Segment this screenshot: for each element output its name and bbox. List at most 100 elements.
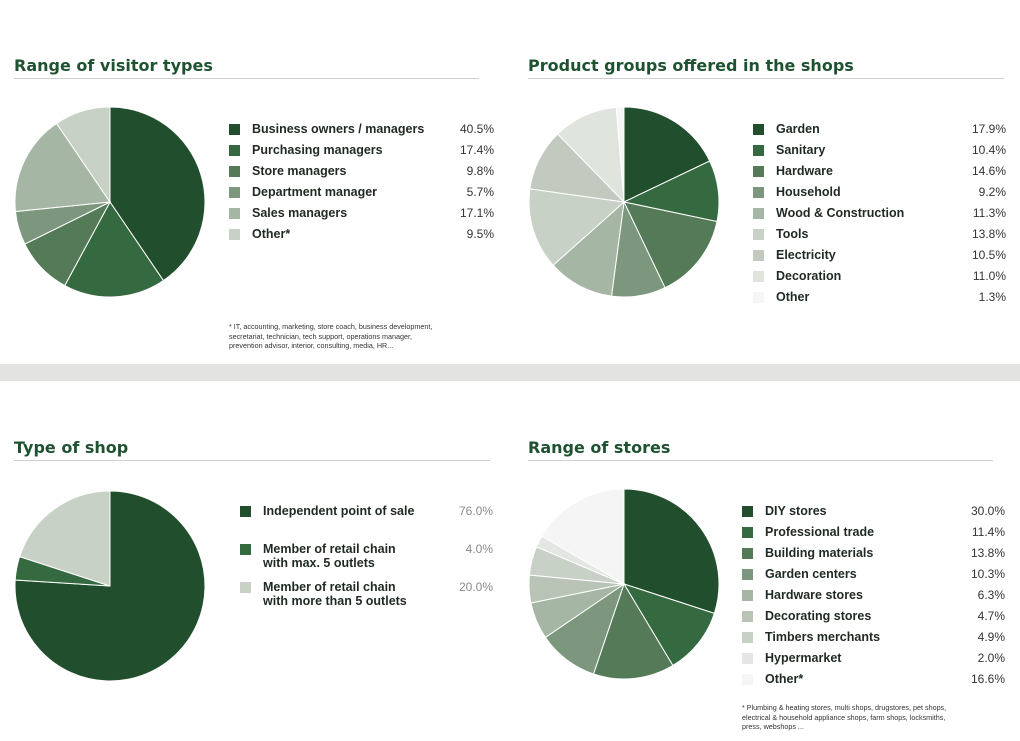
legend-label: Business owners / managers: [252, 122, 425, 136]
legend-label: Store managers: [252, 164, 347, 178]
legend-swatch: [753, 271, 764, 282]
legend-swatch: [742, 590, 753, 601]
legend-swatch: [742, 527, 753, 538]
legend-item-household: Household 9.2%: [753, 185, 1006, 206]
legend-swatch: [742, 548, 753, 559]
shop-type-panel: Type of shop Independent point of sale 76…: [14, 438, 494, 738]
legend-label: Garden: [776, 122, 820, 136]
legend-label: Hardware stores: [765, 588, 863, 602]
shop-type-pie: [14, 490, 206, 682]
legend-label-line: with max. 5 outlets: [263, 556, 375, 570]
store-range-footnote: * Plumbing & heating stores, multi shops…: [742, 703, 1002, 732]
legend-label: Purchasing managers: [252, 143, 383, 157]
chart-title: Range of visitor types: [14, 56, 213, 75]
legend-value: 10.4%: [971, 143, 1006, 157]
product-groups-legend: Garden 17.9% Sanitary 10.4% Hardware 14.6% Hou…: [753, 122, 1006, 311]
legend-label: Other: [776, 290, 810, 304]
legend-swatch: [742, 674, 753, 685]
legend-item-garden-centers: Garden centers 10.3%: [742, 567, 1005, 588]
pie-slice-diy-stores: [623, 488, 720, 614]
legend-value: 17.4%: [459, 143, 494, 157]
footnote-line: press, webshops ...: [742, 722, 804, 731]
footnote-line: * IT, accounting, marketing, store coach…: [229, 322, 433, 331]
legend-swatch: [229, 124, 240, 135]
pie-slice-sales-managers: [14, 122, 111, 213]
visitor-types-pie: [14, 106, 206, 298]
legend-swatch: [742, 506, 753, 517]
title-rule: [528, 78, 1004, 79]
legend-swatch: [753, 208, 764, 219]
legend-label: Decorating stores: [765, 609, 872, 623]
legend-item-business-owners-managers: Business owners / managers 40.5%: [229, 122, 494, 143]
legend-value: 10.3%: [970, 567, 1005, 581]
legend-swatch: [229, 166, 240, 177]
legend-value: 4.9%: [977, 630, 1005, 644]
legend-value: 10.5%: [971, 248, 1006, 262]
section-divider-band: [0, 364, 1020, 381]
legend-value: 17.1%: [459, 206, 494, 220]
legend-label: Other*: [252, 227, 291, 241]
legend-value: 5.7%: [466, 185, 494, 199]
visitor-types-footnote: * IT, accounting, marketing, store coach…: [229, 322, 489, 351]
legend-item-professional-trade: Professional trade 11.4%: [742, 525, 1005, 546]
legend-value: 6.3%: [977, 588, 1005, 602]
legend-label: Professional trade: [765, 525, 875, 539]
legend-swatch: [229, 208, 240, 219]
title-rule: [14, 78, 479, 79]
legend-value: 30.0%: [970, 504, 1005, 518]
pie-slice-professional-trade: [622, 583, 715, 667]
legend-label: DIY stores: [765, 504, 827, 518]
legend-item-member-of-retail-chain-with-more-than-5-outlets: Member of retail chain with more than 5 o…: [240, 580, 493, 618]
legend-item-hardware: Hardware 14.6%: [753, 164, 1006, 185]
legend-label: Other*: [765, 672, 804, 686]
legend-value: 4.7%: [977, 609, 1005, 623]
legend-item-sales-managers: Sales managers 17.1%: [229, 206, 494, 227]
legend-item-sanitary: Sanitary 10.4%: [753, 143, 1006, 164]
legend-swatch: [742, 611, 753, 622]
pie-slice-wood-construction: [552, 200, 625, 297]
legend-item-diy-stores: DIY stores 30.0%: [742, 504, 1005, 525]
store-range-pie: [528, 488, 720, 680]
legend-label: Decoration: [776, 269, 842, 283]
legend-swatch: [240, 582, 251, 593]
legend-label: Electricity: [776, 248, 836, 262]
product-groups-pie: [528, 106, 720, 298]
legend-item-hypermarket: Hypermarket 2.0%: [742, 651, 1005, 672]
store-range-panel: Range of stores DIY stores 30.0% Professio…: [528, 438, 1008, 738]
legend-swatch: [229, 145, 240, 156]
legend-label: Wood & Construction: [776, 206, 905, 220]
legend-item-other: Other* 16.6%: [742, 672, 1005, 693]
legend-label-line: with more than 5 outlets: [263, 594, 407, 608]
legend-value: 9.8%: [466, 164, 494, 178]
legend-label: Timbers merchants: [765, 630, 881, 644]
legend-label: Tools: [776, 227, 809, 241]
legend-value: 1.3%: [978, 290, 1006, 304]
legend-item-store-managers: Store managers 9.8%: [229, 164, 494, 185]
legend-value: 2.0%: [977, 651, 1005, 665]
legend-label: Independent point of sale: [263, 504, 414, 518]
legend-value: 11.4%: [971, 525, 1005, 539]
legend-swatch: [753, 166, 764, 177]
legend-swatch: [742, 653, 753, 664]
title-rule: [14, 460, 490, 461]
legend-swatch: [229, 229, 240, 240]
legend-label: Hardware: [776, 164, 833, 178]
chart-title: Product groups offered in the shops: [528, 56, 854, 75]
shop-type-legend: Independent point of sale 76.0% Member of …: [240, 504, 493, 618]
legend-item-tools: Tools 13.8%: [753, 227, 1006, 248]
pie-slice-decoration: [556, 106, 625, 204]
title-rule: [528, 460, 993, 461]
footnote-line: secretariat, technician, tech support, o…: [229, 331, 412, 341]
legend-label: Sales managers: [252, 206, 348, 220]
pie-slice-garden: [623, 106, 711, 203]
footnote-line: * Plumbing & heating stores, multi shops…: [742, 703, 947, 712]
pie-slice-business-owners-managers: [109, 106, 206, 282]
legend-label: Garden centers: [765, 567, 857, 581]
product-groups-panel: Product groups offered in the shops Gard…: [528, 56, 1008, 356]
legend-swatch: [753, 187, 764, 198]
visitor-types-legend: Business owners / managers 40.5% Purchasin…: [229, 122, 494, 248]
legend-swatch: [753, 124, 764, 135]
legend-swatch: [229, 187, 240, 198]
legend-item-other: Other* 9.5%: [229, 227, 494, 248]
